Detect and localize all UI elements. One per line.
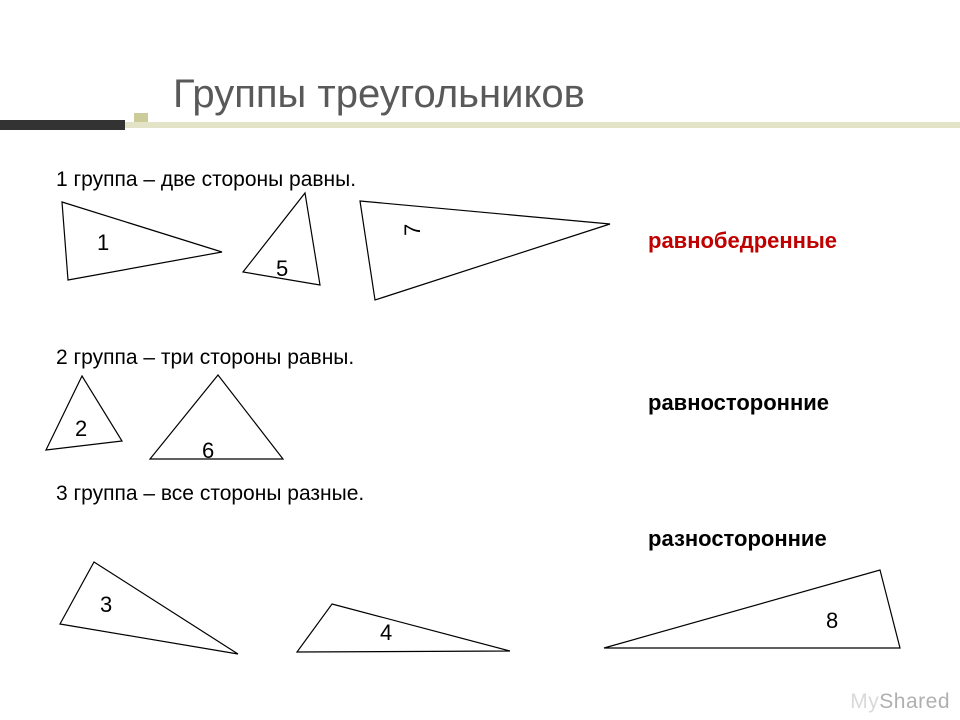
triangle-num-6: 6 [202, 438, 214, 464]
triangle-num-5: 5 [276, 256, 288, 282]
watermark-a: My [850, 690, 879, 713]
triangle-8 [604, 570, 900, 648]
triangle-num-7: 7 [400, 224, 426, 236]
triangle-4 [297, 604, 510, 652]
watermark: MyShared [850, 690, 950, 714]
watermark-b: Shared [879, 690, 950, 713]
triangle-1 [62, 202, 222, 280]
triangle-num-3: 3 [100, 592, 112, 618]
triangles-layer [0, 0, 960, 720]
triangle-num-2: 2 [75, 416, 87, 442]
triangle-num-1: 1 [97, 230, 109, 256]
triangle-3 [60, 562, 238, 654]
triangle-num-4: 4 [380, 620, 392, 646]
triangle-num-8: 8 [826, 608, 838, 634]
triangle-6 [150, 375, 283, 459]
triangle-7 [360, 201, 610, 300]
